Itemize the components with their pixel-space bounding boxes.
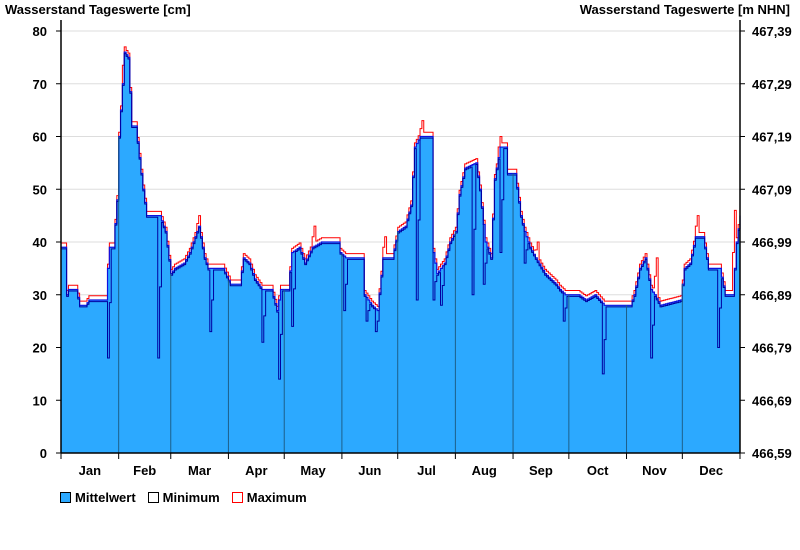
max-swatch-icon [231, 492, 243, 503]
min-swatch-icon [147, 492, 159, 503]
y-tick-label: 50 [33, 182, 47, 197]
legend-label: Minimum [162, 490, 220, 505]
x-tick-label: Aug [472, 463, 497, 478]
y-tick-label: 30 [33, 288, 47, 303]
y-tick-label: 10 [33, 393, 47, 408]
x-tick-label: Nov [642, 463, 667, 478]
right-axis-title: Wasserstand Tageswerte [m NHN] [580, 2, 790, 17]
mean-line [61, 51, 741, 312]
x-tick-label: Feb [133, 463, 156, 478]
legend-label: Mittelwert [75, 490, 136, 505]
x-tick-label: Oct [587, 463, 609, 478]
x-tick-label: Apr [245, 463, 267, 478]
y-tick-label-right: 466,69 [752, 393, 792, 408]
x-tick-label: Jul [417, 463, 436, 478]
legend-item-mean: Mittelwert [60, 490, 136, 505]
y-tick-label-right: 467,09 [752, 182, 792, 197]
y-tick-label-right: 466,99 [752, 235, 792, 250]
mean-area [61, 52, 740, 453]
y-tick-label-right: 467,19 [752, 130, 792, 145]
x-tick-label: Jan [79, 463, 101, 478]
y-tick-label-right: 467,39 [752, 24, 792, 39]
legend-item-min: Minimum [147, 490, 220, 505]
legend: Mittelwert Minimum Maximum [60, 490, 307, 505]
y-tick-label: 80 [33, 24, 47, 39]
mean-swatch-icon [60, 492, 71, 503]
legend-label: Maximum [246, 490, 307, 505]
y-tick-label: 0 [40, 446, 47, 461]
y-tick-label-right: 466,59 [752, 446, 792, 461]
y-tick-label: 70 [33, 77, 47, 92]
x-tick-label: Sep [529, 463, 553, 478]
x-tick-label: Dec [699, 463, 723, 478]
y-tick-label: 20 [33, 341, 47, 356]
legend-item-max: Maximum [231, 490, 307, 505]
y-tick-label: 40 [33, 235, 47, 250]
maximum-line [61, 46, 741, 307]
x-tick-label: Jun [358, 463, 381, 478]
y-tick-label-right: 467,29 [752, 77, 792, 92]
left-axis-title: Wasserstand Tageswerte [cm] [5, 2, 191, 17]
y-tick-label-right: 466,79 [752, 341, 792, 356]
minimum-line [61, 53, 741, 380]
y-tick-label-right: 466,89 [752, 288, 792, 303]
y-tick-label: 60 [33, 130, 47, 145]
x-tick-label: Mar [188, 463, 211, 478]
x-tick-label: May [300, 463, 326, 478]
